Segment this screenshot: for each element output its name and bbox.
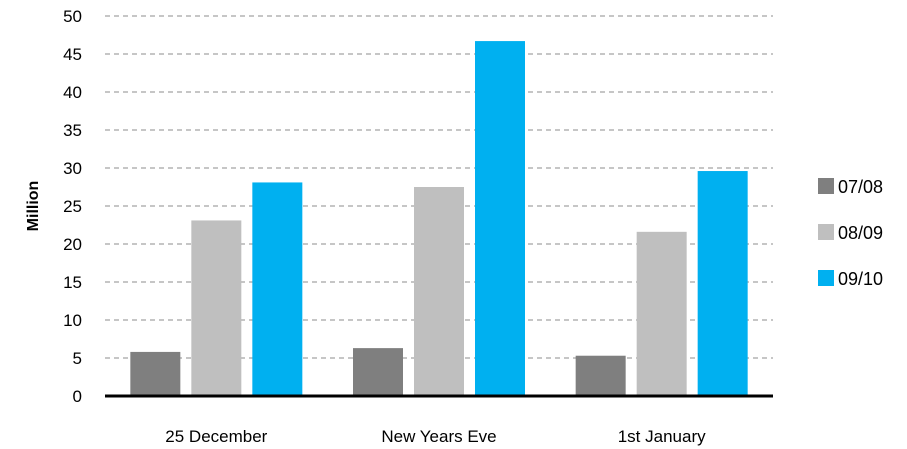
- y-tick-label: 0: [73, 387, 82, 406]
- y-tick-label: 30: [63, 159, 82, 178]
- y-tick-label: 50: [63, 7, 82, 26]
- y-tick-label: 5: [73, 349, 82, 368]
- y-tick-label: 20: [63, 235, 82, 254]
- y-tick-label: 45: [63, 45, 82, 64]
- y-tick-label: 10: [63, 311, 82, 330]
- y-tick-label: 40: [63, 83, 82, 102]
- legend-label: 09/10: [838, 269, 883, 289]
- bars: [130, 41, 748, 397]
- legend: 07/08 08/09 09/10: [818, 177, 883, 289]
- legend-swatch: [818, 224, 834, 240]
- x-category-label: 1st January: [618, 427, 706, 446]
- bar: [636, 231, 687, 396]
- bar: [130, 351, 181, 396]
- legend-swatch: [818, 270, 834, 286]
- bar: [353, 348, 403, 396]
- x-category-label: New Years Eve: [381, 427, 496, 446]
- x-axis-categories: 25 December New Years Eve 1st January: [165, 427, 706, 446]
- legend-label: 08/09: [838, 223, 883, 243]
- y-axis-ticks: 0 5 10 15 20 25 30 35 40 45 50: [63, 7, 82, 406]
- bar: [252, 182, 303, 396]
- y-tick-label: 15: [63, 273, 82, 292]
- bar: [191, 220, 242, 396]
- bar: [475, 41, 525, 397]
- y-axis-title: Million: [25, 181, 42, 232]
- y-tick-label: 25: [63, 197, 82, 216]
- y-tick-label: 35: [63, 121, 82, 140]
- legend-swatch: [818, 178, 834, 194]
- x-category-label: 25 December: [165, 427, 267, 446]
- bar: [414, 187, 464, 396]
- legend-label: 07/08: [838, 177, 883, 197]
- bar: [697, 171, 748, 396]
- bar: [575, 355, 626, 396]
